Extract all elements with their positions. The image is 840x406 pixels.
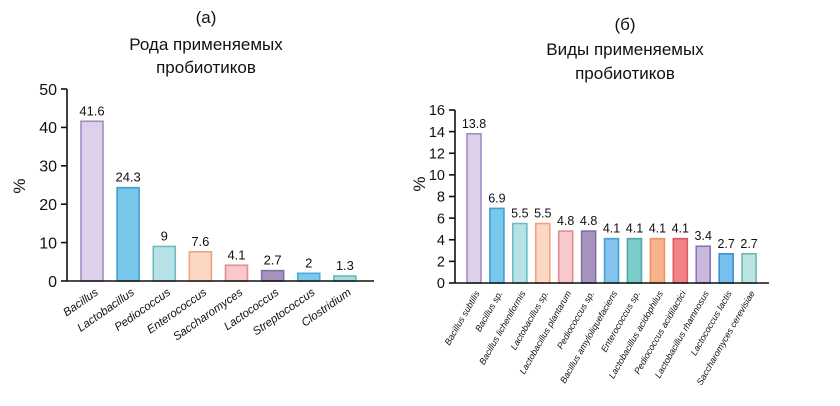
chart1-bar	[580, 230, 597, 284]
chart1-bar-value-label: 6.9	[488, 191, 505, 205]
panel-b-label: (б)	[614, 15, 635, 34]
chart1-bar	[489, 207, 505, 284]
chart1-y-tick-label: 0	[437, 276, 445, 292]
panel-a-title-line-2: пробиотиков	[156, 58, 256, 77]
chart1-bar-value-label: 4.1	[649, 222, 666, 236]
panel-a-title-line-1: Рода применяемых	[129, 35, 283, 54]
chart0-y-tick-label: 0	[48, 274, 57, 291]
chart1-bar	[718, 253, 734, 284]
chart1-bar	[534, 222, 551, 284]
chart0-bar	[116, 186, 140, 282]
chart0-bar	[152, 245, 177, 282]
chart0-bar-value-label: 7.6	[191, 234, 209, 249]
chart0-bar-value-label: 2	[305, 255, 312, 270]
chart1-bar	[649, 237, 666, 284]
chart0-bar-value-label: 4.1	[227, 247, 245, 262]
chart1-category-label: Bacillus subtilis	[443, 289, 482, 347]
chart0-y-tick-label: 30	[39, 159, 57, 176]
chart0-y-tick-label: 50	[39, 82, 57, 99]
chart1-bar-value-label: 5.5	[511, 207, 528, 221]
chart1-y-tick-label: 16	[429, 103, 445, 119]
chart-panel-b: (б) Виды применяемых пробиотиков % 0 2 4 6 8…	[410, 15, 769, 387]
chart0-bar-value-label: 2.7	[264, 253, 282, 268]
chart1-bar	[466, 132, 482, 284]
chart0-bar-value-label: 9	[161, 228, 168, 243]
chart0-bar	[224, 264, 249, 282]
panel-a-y-axis-label: %	[10, 178, 29, 193]
chart0-bar-value-label: 41.6	[79, 103, 104, 118]
chart0-y-tick-label: 20	[39, 197, 57, 214]
chart0-bar	[80, 120, 104, 282]
chart1-bar-value-label: 4.1	[626, 222, 643, 236]
chart0-bar	[296, 272, 321, 282]
chart1-bar-value-label: 13.8	[462, 117, 486, 131]
chart1-y-tick-label: 8	[437, 190, 445, 206]
panel-b-title-line-1: Виды применяемых	[546, 40, 704, 59]
chart0-bar-value-label: 24.3	[115, 170, 140, 185]
chart1-bar	[557, 230, 574, 284]
chart1-bar-value-label: 3.4	[695, 229, 712, 243]
chart0-bar	[260, 269, 285, 282]
chart1-bar-value-label: 5.5	[534, 207, 551, 221]
chart1-bar-value-label: 2.7	[740, 237, 757, 251]
chart1-bar-value-label: 4.1	[603, 222, 620, 236]
chart0-bar	[188, 251, 213, 282]
chart1-y-tick-label: 12	[429, 146, 445, 162]
chart1-y-tick-label: 4	[437, 233, 445, 249]
chart1-y-tick-label: 2	[437, 255, 445, 271]
chart1-bar-value-label: 4.1	[672, 222, 689, 236]
chart1-y-tick-label: 6	[437, 211, 445, 227]
chart1-bar	[603, 237, 620, 284]
panel-b-title-line-2: пробиотиков	[575, 64, 675, 83]
panel-b-y-axis-label: %	[410, 176, 429, 191]
chart0-y-tick-label: 10	[39, 235, 57, 252]
chart1-bar-value-label: 4.8	[580, 214, 597, 228]
chart1-bar-value-label: 4.8	[557, 214, 574, 228]
chart-panel-a: (а) Рода применяемых пробиотиков % 0 10 20…	[10, 8, 374, 343]
chart1-bar	[672, 237, 689, 284]
chart1-bar	[741, 253, 757, 284]
chart0-y-tick-label: 40	[39, 120, 57, 137]
chart1-bar	[695, 245, 712, 284]
chart1-bar	[626, 237, 643, 284]
chart1-bar	[512, 222, 528, 284]
chart1-y-tick-label: 14	[429, 125, 445, 141]
chart1-bar-value-label: 2.7	[717, 237, 734, 251]
chart1-y-tick-label: 10	[429, 168, 445, 184]
chart0-bar-value-label: 1.3	[336, 258, 354, 273]
panel-a-label: (а)	[196, 8, 217, 27]
chart0-category-label: Streptococcus	[251, 286, 318, 338]
